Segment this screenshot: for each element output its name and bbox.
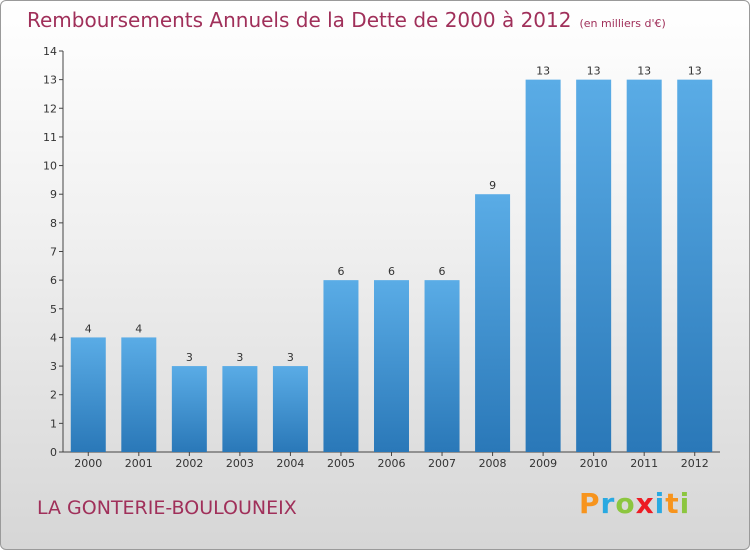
- x-tick-label: 2000: [74, 457, 102, 470]
- x-tick-label: 2002: [175, 457, 203, 470]
- x-tick-label: 2003: [226, 457, 254, 470]
- y-tick-label: 0: [50, 446, 57, 459]
- bar-2012: [677, 79, 713, 453]
- x-tick-label: 2010: [580, 457, 608, 470]
- bar-value-label: 13: [688, 65, 702, 78]
- bar-2007: [424, 280, 460, 452]
- y-tick-label: 1: [50, 417, 57, 430]
- bar-value-label: 4: [85, 322, 92, 335]
- y-tick-label: 10: [43, 160, 57, 173]
- bar-2011: [626, 79, 662, 453]
- y-tick-label: 11: [43, 131, 57, 144]
- x-tick-label: 2006: [378, 457, 406, 470]
- bar-value-label: 3: [287, 351, 294, 364]
- bar-2004: [272, 366, 308, 452]
- x-tick-labels: 2000 2001 2002 2003 2004 2005 2006 2007 2008 2009…: [74, 457, 708, 470]
- bar-2010: [576, 79, 612, 453]
- bar-2005: [323, 280, 359, 452]
- y-tick-label: 6: [50, 274, 57, 287]
- y-tick-label: 2: [50, 389, 57, 402]
- logo-letter: x: [635, 487, 655, 520]
- y-tick-label: 4: [50, 331, 57, 344]
- logo-letter: P: [579, 487, 601, 520]
- x-tick-label: 2009: [529, 457, 557, 470]
- bar-value-label: 6: [439, 265, 446, 278]
- bar-2003: [222, 366, 258, 452]
- bar-2009: [525, 79, 561, 453]
- logo-letter: i: [654, 487, 666, 520]
- bar-value-label: 9: [489, 179, 496, 192]
- y-tick-label: 14: [43, 45, 57, 58]
- logo-letter: o: [615, 487, 636, 520]
- bar-value-label: 6: [337, 265, 344, 278]
- bar-value-label: 13: [587, 65, 601, 78]
- y-tick-label: 9: [50, 188, 57, 201]
- bar-value-label: 6: [388, 265, 395, 278]
- logo-letter: i: [679, 487, 691, 520]
- chart-title: Remboursements Annuels de la Dette de 20…: [27, 8, 666, 32]
- bar-2001: [121, 337, 157, 452]
- x-tick-label: 2005: [327, 457, 355, 470]
- x-tick-label: 2004: [276, 457, 304, 470]
- logo-letter: t: [665, 487, 680, 520]
- bar-value-label: 13: [536, 65, 550, 78]
- x-tick-label: 2001: [125, 457, 153, 470]
- chart-subtitle: (en milliers d'€): [579, 17, 666, 30]
- bar-value-label: 4: [135, 322, 142, 335]
- x-tick-label: 2007: [428, 457, 456, 470]
- bar-value-label: 3: [236, 351, 243, 364]
- bar-2008: [475, 194, 511, 452]
- bar-2000: [70, 337, 106, 452]
- y-tick-label: 3: [50, 360, 57, 373]
- x-tick-label: 2011: [630, 457, 658, 470]
- y-tick-label: 5: [50, 303, 57, 316]
- y-tick-label: 7: [50, 246, 57, 259]
- bar-2006: [374, 280, 409, 452]
- logo-letter: r: [600, 487, 616, 520]
- x-tick-label: 2008: [479, 457, 507, 470]
- bar-2002: [171, 366, 207, 452]
- y-tick-label: 12: [43, 102, 57, 115]
- proxiti-logo[interactable]: Proxiti: [579, 487, 690, 520]
- x-tick-label: 2012: [681, 457, 709, 470]
- title-text: Remboursements Annuels de la Dette de 20…: [27, 8, 572, 32]
- bar-value-label: 13: [637, 65, 651, 78]
- bar-series: 4 4 3 3 3 6 6 6 9 13 13 13 13: [70, 65, 713, 453]
- bar-value-label: 3: [186, 351, 193, 364]
- y-tick-label: 8: [50, 217, 57, 230]
- commune-name: LA GONTERIE-BOULOUNEIX: [37, 497, 297, 519]
- y-tick-label: 13: [43, 74, 57, 87]
